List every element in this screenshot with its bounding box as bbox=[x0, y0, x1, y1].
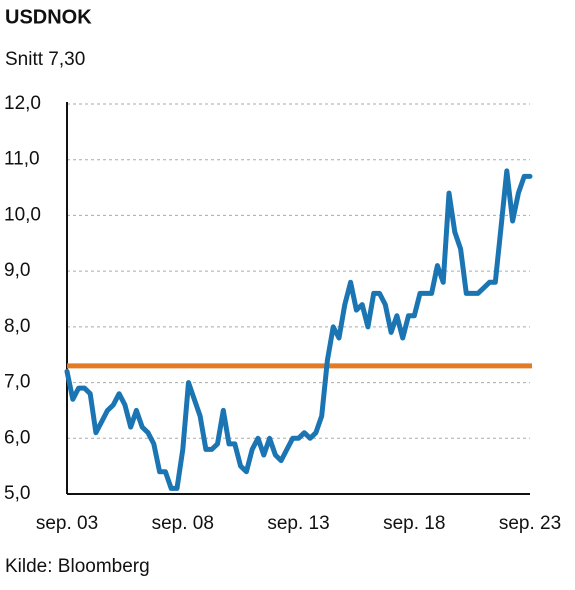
y-tick-label: 7,0 bbox=[4, 372, 30, 393]
y-tick-label: 9,0 bbox=[4, 260, 30, 281]
x-tick-label: sep. 03 bbox=[36, 513, 98, 534]
source-note: Kilde: Bloomberg bbox=[5, 556, 150, 577]
y-tick-label: 6,0 bbox=[4, 427, 30, 448]
chart-subtitle: Snitt 7,30 bbox=[5, 49, 85, 70]
x-tick-label: sep. 08 bbox=[152, 513, 214, 534]
line-series bbox=[64, 168, 533, 491]
x-tick-label: sep. 18 bbox=[383, 513, 445, 534]
x-tick-label: sep. 13 bbox=[267, 513, 329, 534]
y-tick-label: 8,0 bbox=[4, 316, 30, 337]
y-tick-label: 12,0 bbox=[4, 93, 41, 114]
x-tick-label: sep. 23 bbox=[499, 513, 561, 534]
y-tick-label: 5,0 bbox=[4, 483, 30, 504]
y-tick-label: 10,0 bbox=[4, 204, 41, 225]
chart-title: USDNOK bbox=[5, 6, 92, 28]
y-tick-label: 11,0 bbox=[4, 149, 40, 170]
